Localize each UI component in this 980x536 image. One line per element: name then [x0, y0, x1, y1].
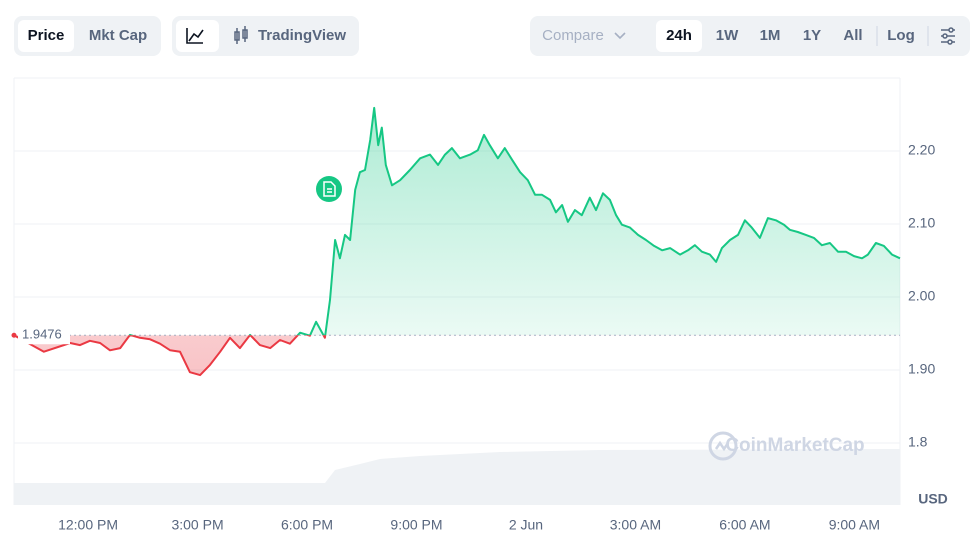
y-tick-label: 2.10 [908, 215, 935, 231]
y-tick-label: 1.8 [908, 434, 928, 450]
baseline-label-bg [18, 326, 70, 345]
mktcap-label[interactable]: Mkt Cap [89, 27, 147, 44]
watermark-logo [708, 431, 738, 461]
chevron [614, 32, 626, 40]
price-line-up [13, 106, 901, 336]
x-tick-label: 6:00 AM [719, 517, 770, 533]
volume-backdrop [14, 449, 900, 505]
series: 1.9476 [11, 106, 901, 377]
range-selected[interactable] [656, 20, 702, 52]
range-label[interactable]: All [843, 27, 862, 44]
price-line-down [13, 335, 327, 377]
y-tick-label: 2.20 [908, 142, 935, 158]
unit-label: USD [918, 491, 948, 507]
settings-icon[interactable] [941, 27, 955, 45]
x-tick-label: 6:00 PM [281, 517, 333, 533]
watermark: CoinMarketCap [725, 435, 864, 456]
tradingview-label[interactable]: TradingView [258, 27, 346, 44]
price-label[interactable]: Price [28, 27, 65, 44]
x-tick-label: 9:00 PM [390, 517, 442, 533]
baseline-dot [11, 332, 17, 338]
x-tick-label: 3:00 AM [610, 517, 661, 533]
range-label[interactable]: 1W [716, 27, 739, 44]
x-tick-label: 9:00 AM [829, 517, 880, 533]
area-up [14, 107, 900, 336]
range-label[interactable]: 1M [760, 27, 781, 44]
x-tick-label: 12:00 PM [58, 517, 118, 533]
range-buttons: 24h 1W 1M 1Y All [666, 27, 863, 44]
range-label[interactable]: 1Y [803, 27, 821, 44]
price-button[interactable] [18, 20, 74, 52]
grid [14, 150, 900, 444]
event-marker[interactable] [316, 176, 342, 202]
log-label[interactable]: Log [887, 27, 915, 44]
baseline-label: 1.9476 [22, 327, 62, 342]
candle-icon [234, 26, 248, 44]
y-tick-label: 1.90 [908, 361, 935, 377]
compare-button[interactable] [530, 16, 669, 56]
range-group [652, 16, 970, 56]
y-tick-label: 2.00 [908, 288, 935, 304]
range-label[interactable]: 24h [666, 27, 692, 44]
line-icon [186, 28, 204, 44]
compare-label[interactable]: Compare [542, 27, 604, 44]
area-down [14, 335, 900, 376]
x-tick-label: 2 Jun [509, 517, 543, 533]
x-tick-label: 3:00 PM [171, 517, 223, 533]
